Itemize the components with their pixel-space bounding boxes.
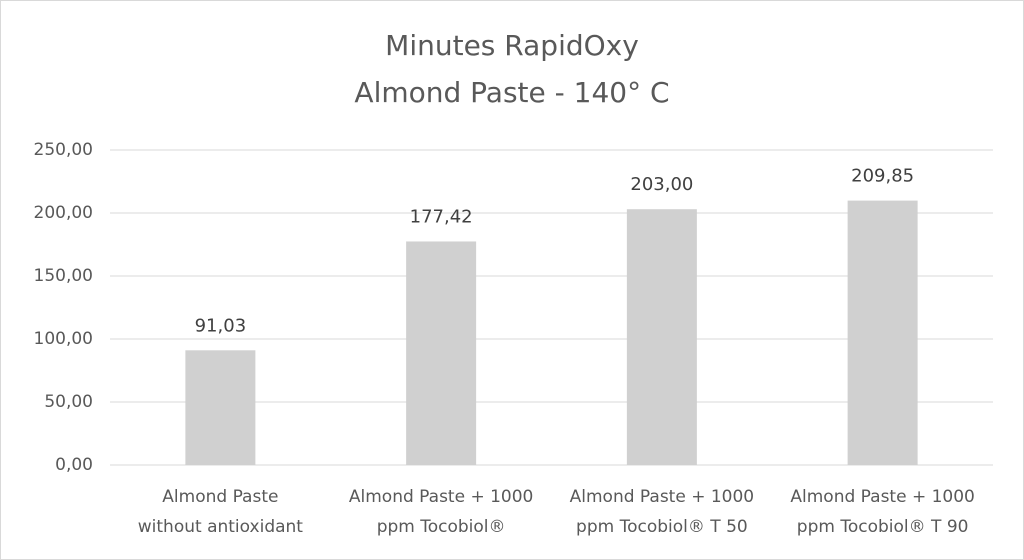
y-tick-label: 50,00 — [44, 392, 93, 412]
value-label: 177,42 — [410, 206, 473, 227]
y-tick-label: 250,00 — [34, 140, 93, 160]
y-tick-label: 0,00 — [55, 455, 93, 475]
y-tick-label: 150,00 — [34, 266, 93, 286]
x-tick-label: without antioxidant — [138, 517, 304, 537]
x-tick-label: Almond Paste + 1000 — [790, 487, 975, 507]
x-tick-label: ppm Tocobiol® T 90 — [797, 517, 969, 537]
value-label: 203,00 — [630, 174, 693, 195]
bar — [847, 200, 918, 466]
x-tick-label: Almond Paste + 1000 — [349, 487, 534, 507]
x-tick-label: Almond Paste — [162, 487, 278, 507]
y-tick-label: 100,00 — [34, 329, 93, 349]
bar — [406, 241, 477, 465]
x-tick-label: Almond Paste + 1000 — [570, 487, 755, 507]
chart-title: Minutes RapidOxy — [385, 29, 639, 62]
value-label: 209,85 — [851, 166, 914, 187]
y-tick-label: 200,00 — [34, 203, 93, 223]
bar — [626, 209, 697, 465]
value-label: 91,03 — [195, 315, 247, 336]
x-tick-label: ppm Tocobiol® — [377, 517, 506, 537]
chart-subtitle: Almond Paste - 140° C — [354, 76, 669, 109]
x-tick-label: ppm Tocobiol® T 50 — [576, 517, 748, 537]
bar — [185, 350, 256, 465]
